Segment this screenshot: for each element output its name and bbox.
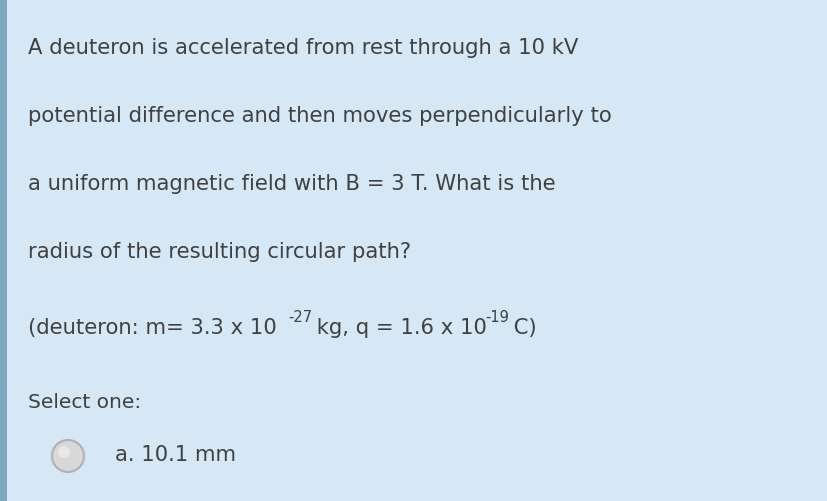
Text: radius of the resulting circular path?: radius of the resulting circular path? [28, 242, 411, 262]
Text: a. 10.1 mm: a. 10.1 mm [115, 445, 236, 465]
Text: A deuteron is accelerated from rest through a 10 kV: A deuteron is accelerated from rest thro… [28, 38, 578, 58]
Text: a uniform magnetic field with B = 3 T. What is the: a uniform magnetic field with B = 3 T. W… [28, 174, 555, 194]
Circle shape [58, 446, 70, 458]
Text: Select one:: Select one: [28, 393, 141, 412]
Text: -19: -19 [485, 310, 509, 325]
Text: (deuteron: m= 3.3 x 10: (deuteron: m= 3.3 x 10 [28, 318, 276, 338]
Text: potential difference and then moves perpendicularly to: potential difference and then moves perp… [28, 106, 611, 126]
Text: C): C) [506, 318, 536, 338]
Circle shape [52, 440, 84, 472]
Bar [0, 0, 7, 501]
Text: kg, q = 1.6 x 10: kg, q = 1.6 x 10 [309, 318, 486, 338]
Text: -27: -27 [288, 310, 312, 325]
